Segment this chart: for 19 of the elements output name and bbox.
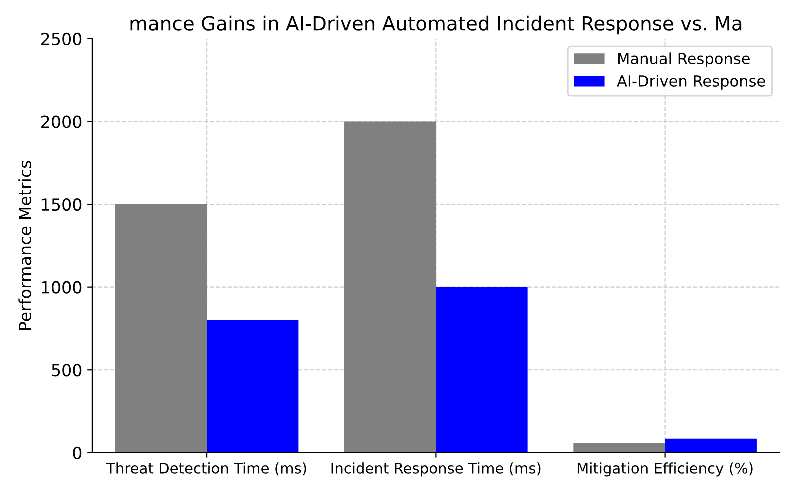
- bar: [115, 204, 208, 453]
- x-tick-label: Incident Response Time (ms): [332, 462, 541, 477]
- bar: [665, 438, 757, 453]
- bar: [436, 287, 528, 453]
- y-tick-label: 2000: [42, 116, 82, 128]
- y-tick-label: 1000: [42, 281, 82, 294]
- y-tick-label: 500: [52, 364, 82, 377]
- x-tick-label: Threat Detection Time (ms): [106, 462, 306, 476]
- bar: [574, 442, 666, 453]
- bar: [344, 122, 436, 453]
- y-tick-label: 2500: [42, 32, 82, 46]
- chart-title: mance Gains in AI-Driven Automated Incident Response vs. Ma: [130, 16, 742, 35]
- y-axis-title: Performance Metrics: [18, 161, 32, 330]
- y-tick-label: 1500: [42, 198, 82, 212]
- legend-label: Manual Response: [618, 52, 750, 68]
- y-tick-label: 0: [73, 446, 82, 460]
- legend-label: AI-Driven Response: [617, 75, 766, 90]
- x-tick-label: Mitigation Efficiency (%): [578, 462, 753, 477]
- bar: [207, 320, 299, 453]
